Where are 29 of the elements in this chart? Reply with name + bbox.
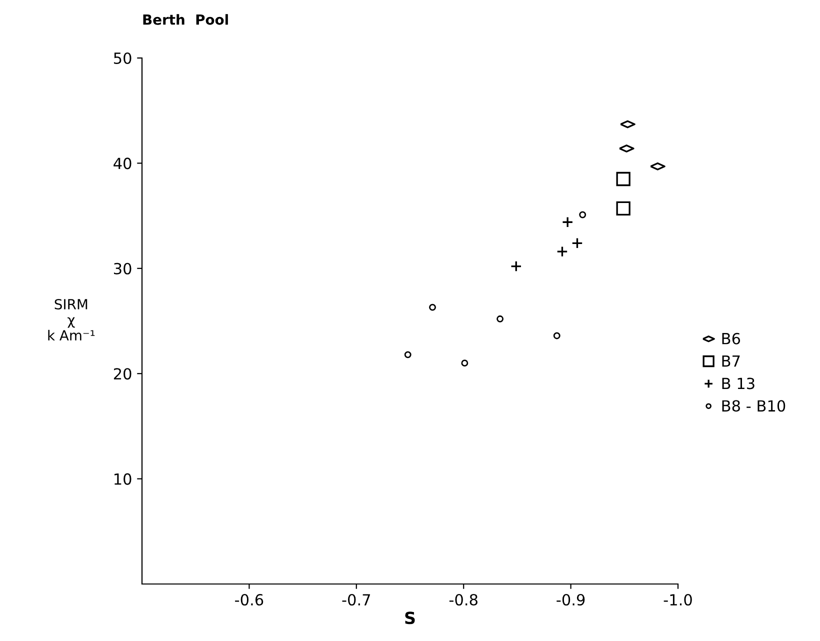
chart-title: Berth Pool	[143, 14, 228, 25]
y-tick-label: 30	[114, 262, 132, 274]
x-tick-label: -0.8	[449, 594, 478, 606]
y-tick-label: 10	[114, 473, 132, 485]
legend-label: B8 - B10	[722, 400, 786, 412]
point	[496, 315, 504, 322]
point	[579, 211, 586, 218]
y-tick-label: 20	[114, 368, 132, 380]
point	[510, 260, 522, 272]
point	[429, 304, 436, 311]
y-tick-label: 50	[114, 52, 132, 64]
point	[562, 216, 574, 228]
x-axis-title: S	[405, 612, 415, 624]
point	[556, 246, 568, 258]
x-tick-label: -1.0	[664, 594, 692, 606]
x-tick-label: -0.9	[556, 594, 585, 606]
point	[616, 172, 630, 186]
legend-label: B6	[722, 332, 740, 344]
point	[404, 351, 412, 358]
point	[553, 332, 560, 340]
legend-label: B 13	[722, 378, 754, 390]
point	[461, 360, 468, 367]
point	[572, 237, 583, 249]
point	[616, 201, 630, 216]
x-tick-label: -0.6	[235, 594, 264, 606]
y-axis-title: SIRM χ k Am⁻¹	[48, 298, 95, 340]
legend-label: B7	[722, 355, 740, 367]
y-tick-label: 40	[114, 158, 132, 170]
x-tick-label: -0.7	[342, 594, 370, 606]
